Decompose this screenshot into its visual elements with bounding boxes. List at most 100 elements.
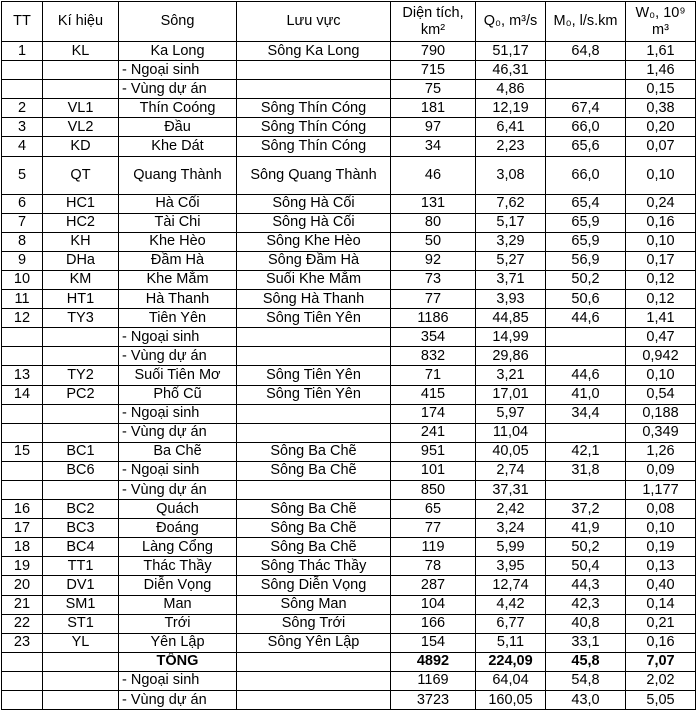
cell-w0: 0,40 [625,575,696,596]
cell-q0: 29,86 [475,346,546,367]
cell-q0: 224,09 [475,651,546,672]
cell-tt: 12 [1,308,43,329]
cell-symbol: TY2 [42,365,119,386]
cell-q0: 5,17 [475,212,546,233]
cell-symbol: HC2 [42,212,119,233]
cell-river: Làng Cổng [118,537,237,558]
table-row: 20 DV1 Diễn Vọng Sông Diễn Vọng 287 12,74 44,3… [1,575,696,596]
cell-symbol: BC6 [42,460,119,481]
cell-m0: 56,9 [545,250,626,271]
cell-area: 715 [390,60,476,81]
cell-basin [236,60,391,81]
cell-symbol [42,651,119,672]
cell-symbol [42,327,119,348]
cell-river: Thác Thầy [118,556,237,577]
cell-tt: 18 [1,537,43,558]
cell-m0: 64,8 [545,40,626,62]
cell-w0: 0,10 [625,365,696,386]
cell-basin: Sông Ba Chẽ [236,441,391,462]
cell-symbol: ST1 [42,613,119,634]
cell-tt: 2 [1,98,43,119]
cell-area: 101 [390,460,476,481]
cell-q0: 6,41 [475,117,546,138]
cell-m0: 42,3 [545,594,626,615]
cell-m0 [545,346,626,367]
cell-m0: 65,9 [545,212,626,233]
cell-symbol: BC3 [42,518,119,539]
cell-q0: 5,11 [475,632,546,653]
table-row: 14 PC2 Phố Cũ Sông Tiên Yên 415 17,01 41,0 0,54 [1,384,696,405]
cell-tt [1,60,43,81]
cell-q0: 4,42 [475,594,546,615]
cell-basin: Sông Khe Hèo [236,231,391,252]
cell-tt: 19 [1,556,43,577]
cell-basin: Sông Hà Cối [236,193,391,214]
cell-symbol [42,60,119,81]
cell-area: 92 [390,250,476,271]
cell-area: 287 [390,575,476,596]
cell-symbol: DHa [42,250,119,271]
cell-w0: 0,349 [625,422,696,443]
cell-symbol [42,422,119,443]
cell-river: - Ngoại sinh [118,460,237,481]
cell-river: Quang Thành [118,155,237,195]
cell-w0: 1,46 [625,60,696,81]
cell-w0: 1,177 [625,479,696,501]
cell-tt [1,327,43,348]
cell-area: 832 [390,346,476,367]
cell-area: 97 [390,117,476,138]
cell-symbol [42,403,119,424]
cell-river: - Vùng dự án [118,689,237,711]
cell-area: 850 [390,479,476,501]
table-row: 15 BC1 Ba Chẽ Sông Ba Chẽ 951 40,05 42,1 1,26 [1,441,696,462]
cell-river: Quách [118,499,237,520]
cell-river: Ka Long [118,40,237,62]
cell-q0: 3,93 [475,289,546,310]
cell-basin [236,651,391,672]
cell-basin: Sông Man [236,594,391,615]
cell-river: Khe Mắm [118,269,237,291]
cell-basin: Sông Ba Chẽ [236,499,391,520]
cell-tt: 3 [1,117,43,138]
cell-symbol: YL [42,632,119,653]
cell-tt: 23 [1,632,43,653]
cell-tt: 10 [1,269,43,291]
cell-q0: 12,19 [475,98,546,119]
cell-m0: 50,2 [545,269,626,291]
cell-basin: Sông Tiên Yên [236,308,391,329]
table-row: 7 HC2 Tài Chi Sông Hà Cối 80 5,17 65,9 0,16 [1,212,696,233]
cell-w0: 0,13 [625,556,696,577]
cell-area: 415 [390,384,476,405]
cell-area: 1169 [390,670,476,692]
cell-m0: 41,0 [545,384,626,405]
table-row: - Vùng dự án 75 4,86 0,15 [1,79,696,100]
cell-q0: 3,21 [475,365,546,386]
cell-symbol [42,479,119,501]
cell-m0 [545,327,626,348]
cell-river: Khe Hèo [118,231,237,252]
header-area: Diện tích, km² [390,1,476,42]
cell-basin [236,422,391,443]
cell-river: Thín Coóng [118,98,237,119]
cell-basin: Sông Ba Chẽ [236,460,391,481]
cell-river: Tiên Yên [118,308,237,329]
cell-tt [1,422,43,443]
cell-area: 174 [390,403,476,424]
cell-m0: 44,3 [545,575,626,596]
cell-tt [1,651,43,672]
cell-river: - Ngoại sinh [118,327,237,348]
cell-w0: 0,188 [625,403,696,424]
cell-basin: Sông Thác Thầy [236,556,391,577]
cell-basin [236,327,391,348]
cell-w0: 0,17 [625,250,696,271]
header-w0: W₀, 10⁹ m³ [625,1,696,42]
cell-tt: 9 [1,250,43,271]
cell-m0: 44,6 [545,365,626,386]
cell-q0: 2,74 [475,460,546,481]
cell-q0: 5,97 [475,403,546,424]
cell-area: 951 [390,441,476,462]
cell-m0: 50,6 [545,289,626,310]
header-m0: M₀, l/s.km [545,1,626,42]
cell-tt: 11 [1,289,43,310]
